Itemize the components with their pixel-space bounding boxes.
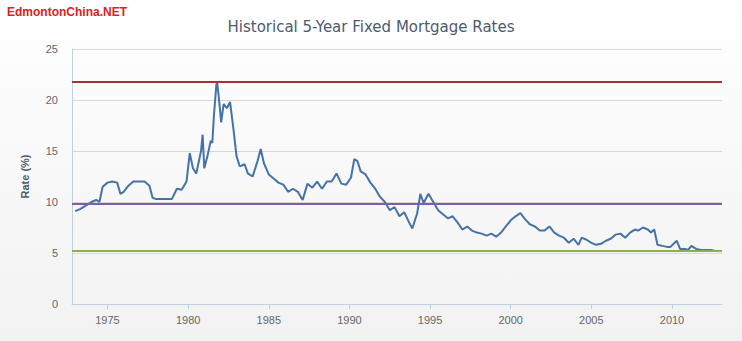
svg-text:1990: 1990 [337, 314, 361, 326]
svg-text:1980: 1980 [176, 314, 200, 326]
svg-text:20: 20 [46, 94, 58, 106]
svg-text:1995: 1995 [418, 314, 442, 326]
svg-text:Rate (%): Rate (%) [19, 154, 31, 198]
svg-text:2000: 2000 [498, 314, 522, 326]
svg-text:15: 15 [46, 145, 58, 157]
svg-text:1975: 1975 [95, 314, 119, 326]
svg-text:2010: 2010 [660, 314, 684, 326]
svg-text:25: 25 [46, 43, 58, 55]
svg-text:Historical 5-Year Fixed Mortga: Historical 5-Year Fixed Mortgage Rates [228, 18, 515, 36]
svg-text:10: 10 [46, 196, 58, 208]
svg-text:0: 0 [52, 298, 58, 310]
svg-text:1985: 1985 [257, 314, 281, 326]
svg-text:2005: 2005 [579, 314, 603, 326]
svg-text:5: 5 [52, 247, 58, 259]
svg-text:EdmontonChina.NET: EdmontonChina.NET [7, 5, 128, 19]
